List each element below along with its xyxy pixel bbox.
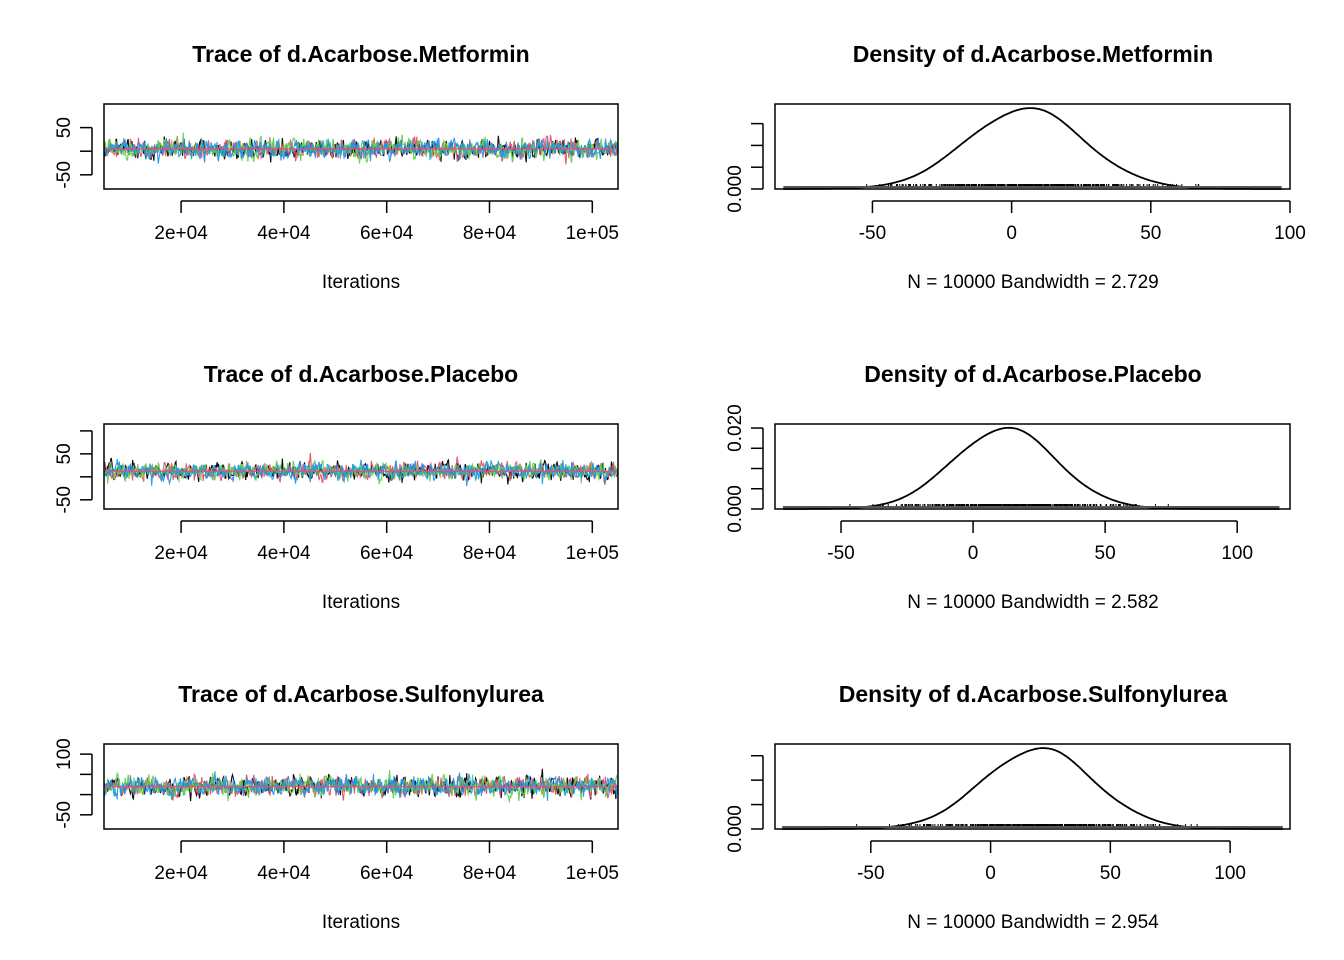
panel-4: Density of d.Acarbose.Placebo -50 0 50 100 N … xyxy=(725,361,1291,613)
plot-frame xyxy=(103,743,619,830)
y-axis: 0.000 xyxy=(725,754,764,853)
y-tick-label: 50 xyxy=(54,443,75,464)
density-curve xyxy=(783,107,1282,190)
x-axis-label: Iterations xyxy=(322,272,400,293)
density-rug xyxy=(782,504,1280,508)
y-axis: -50 50 xyxy=(54,430,93,514)
panel-title: Density of d.Acarbose.Metformin xyxy=(853,41,1213,67)
panel-3: Trace of d.Acarbose.Placebo 2e+04 4e+04 6e+… xyxy=(54,361,619,613)
x-tick-label: 4e+04 xyxy=(257,223,311,244)
y-axis: -50 50 xyxy=(54,117,93,189)
plot-frame xyxy=(774,103,1291,190)
plot-frame xyxy=(103,103,619,190)
density-rug xyxy=(783,184,1282,188)
x-tick-label: 50 xyxy=(1100,863,1121,884)
panel-6: Density of d.Acarbose.Sulfonylurea -50 0 50… xyxy=(725,681,1291,933)
plot-frame xyxy=(774,743,1291,830)
x-tick-label: 2e+04 xyxy=(154,863,208,884)
x-tick-label: 2e+04 xyxy=(154,543,208,564)
y-tick-label: -50 xyxy=(54,486,75,513)
x-tick-label: 1e+05 xyxy=(566,223,619,244)
x-tick-label: 4e+04 xyxy=(257,863,311,884)
x-tick-label: 8e+04 xyxy=(463,543,517,564)
x-tick-label: 50 xyxy=(1140,223,1161,244)
panel-1: Trace of d.Acarbose.Metformin 2e+04 4e+04 6… xyxy=(54,41,619,293)
x-axis: -50 0 50 100 xyxy=(827,520,1253,564)
x-tick-label: 4e+04 xyxy=(257,543,311,564)
x-axis: 2e+04 4e+04 6e+04 8e+04 1e+05 xyxy=(154,840,619,884)
y-tick-label: 0.020 xyxy=(725,404,746,452)
y-axis: 0.000 xyxy=(725,122,764,213)
plot-frame xyxy=(774,423,1291,510)
x-tick-label: 50 xyxy=(1095,543,1116,564)
density-rug xyxy=(782,824,1283,828)
x-tick-label: 6e+04 xyxy=(360,543,414,564)
y-tick-label: 0.000 xyxy=(725,805,746,853)
y-tick-label: -50 xyxy=(54,801,75,828)
density-curve xyxy=(782,747,1283,830)
trace-series-4 xyxy=(104,459,618,487)
panel-title: Trace of d.Acarbose.Sulfonylurea xyxy=(178,681,544,707)
x-tick-label: -50 xyxy=(857,863,884,884)
plot-area xyxy=(783,107,1282,190)
x-tick-label: 8e+04 xyxy=(463,223,517,244)
x-axis: -50 0 50 100 xyxy=(857,840,1246,884)
panel-title: Density of d.Acarbose.Sulfonylurea xyxy=(839,681,1228,707)
x-tick-label: -50 xyxy=(859,223,886,244)
x-tick-label: 100 xyxy=(1274,223,1306,244)
x-axis: 2e+04 4e+04 6e+04 8e+04 1e+05 xyxy=(154,200,619,244)
x-tick-label: 0 xyxy=(1006,223,1017,244)
trace-series-3 xyxy=(103,459,618,485)
x-tick-label: 1e+05 xyxy=(566,543,619,564)
y-tick-label: -50 xyxy=(54,161,75,188)
x-tick-label: 8e+04 xyxy=(463,863,517,884)
plot-area xyxy=(103,452,618,487)
x-axis-label: Iterations xyxy=(322,592,400,613)
x-tick-label: -50 xyxy=(827,543,854,564)
x-tick-label: 100 xyxy=(1221,543,1253,564)
x-tick-label: 1e+05 xyxy=(566,863,619,884)
x-axis: -50 0 50 100 xyxy=(859,200,1306,244)
panel-title: Trace of d.Acarbose.Metformin xyxy=(192,41,529,67)
x-tick-label: 6e+04 xyxy=(360,863,414,884)
y-tick-label: 0.000 xyxy=(725,165,746,213)
panel-title: Density of d.Acarbose.Placebo xyxy=(864,361,1201,387)
y-tick-label: 50 xyxy=(54,117,75,138)
x-axis-label: N = 10000 Bandwidth = 2.582 xyxy=(907,592,1158,613)
x-tick-label: 100 xyxy=(1214,863,1246,884)
plot-area xyxy=(103,768,618,803)
plot-area xyxy=(782,747,1283,830)
y-tick-label: 100 xyxy=(54,738,75,770)
plot-area xyxy=(782,426,1280,510)
y-axis: 0.000 0.020 xyxy=(725,404,764,533)
x-tick-label: 2e+04 xyxy=(154,223,208,244)
panel-2: Density of d.Acarbose.Metformin -50 0 50 100… xyxy=(725,41,1306,293)
x-axis-label: N = 10000 Bandwidth = 2.729 xyxy=(907,272,1158,293)
y-tick-label: 0.000 xyxy=(725,485,746,533)
x-axis: 2e+04 4e+04 6e+04 8e+04 1e+05 xyxy=(154,520,619,564)
x-tick-label: 0 xyxy=(985,863,996,884)
y-axis: -50 100 xyxy=(54,738,93,829)
x-tick-label: 0 xyxy=(968,543,979,564)
trace-series-4 xyxy=(103,771,618,801)
panel-5: Trace of d.Acarbose.Sulfonylurea 2e+04 4e+… xyxy=(54,681,619,933)
trace-series-4 xyxy=(103,137,618,164)
panel-title: Trace of d.Acarbose.Placebo xyxy=(204,361,518,387)
x-axis-label: Iterations xyxy=(322,912,400,933)
density-curve xyxy=(782,426,1280,510)
plot-area xyxy=(103,132,618,165)
plot-frame xyxy=(103,423,619,510)
x-axis-label: N = 10000 Bandwidth = 2.954 xyxy=(907,912,1159,933)
x-tick-label: 6e+04 xyxy=(360,223,414,244)
